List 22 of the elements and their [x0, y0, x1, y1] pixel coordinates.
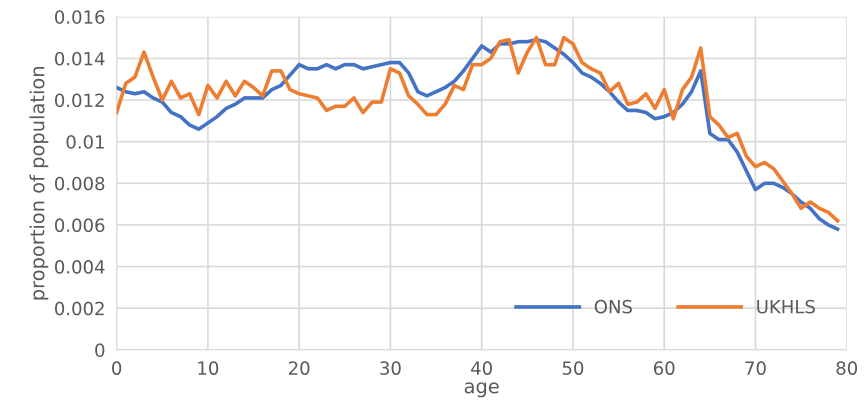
x-tick-label: 0 — [112, 361, 122, 375]
x-tick-label: 30 — [380, 361, 401, 375]
y-tick-label: 0.004 — [55, 260, 105, 274]
y-tick-label: 0.016 — [55, 10, 104, 24]
x-tick-label: 70 — [745, 361, 766, 375]
y-axis-title: proportion of population — [29, 67, 48, 300]
x-tick-label: 80 — [836, 361, 858, 375]
y-tick-label: 0.01 — [66, 135, 104, 149]
y-tick-label: 0.008 — [55, 176, 104, 190]
legend-label: ONS — [594, 300, 632, 314]
x-tick-label: 50 — [562, 361, 584, 375]
x-axis-title: age — [464, 382, 499, 398]
x-tick-label: 60 — [654, 361, 674, 375]
y-tick-label: 0.002 — [55, 302, 104, 316]
x-tick-label: 20 — [288, 361, 310, 375]
x-tick-label: 10 — [198, 361, 218, 375]
y-tick-label: 0.006 — [55, 218, 104, 232]
y-tick-label: 0.014 — [55, 52, 105, 66]
x-tick-label: 40 — [471, 361, 492, 375]
y-tick-label: 0.012 — [55, 93, 104, 108]
y-tick-label: 0 — [95, 343, 104, 357]
legend-label: UKHLS — [757, 300, 815, 314]
